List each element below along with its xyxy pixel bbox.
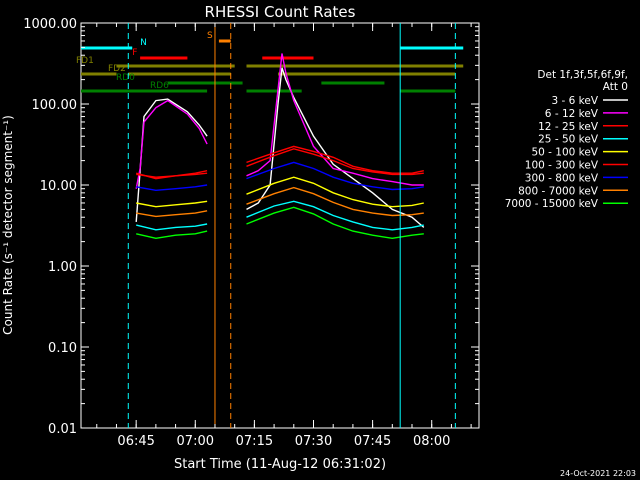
flag-label-n: N <box>140 38 147 48</box>
plot-area <box>80 22 480 429</box>
x-tick-label: 07:00 <box>177 434 214 449</box>
legend-header-line: Att 0 <box>603 81 628 93</box>
y-tick-label: 1000.00 <box>23 17 77 32</box>
flag-label-rd0: RD0 <box>116 73 135 83</box>
legend-entry-label: 800 - 7000 keV <box>518 185 599 197</box>
chart-title: RHESSI Count Rates <box>205 3 356 21</box>
flag-label-f: F <box>132 48 137 58</box>
x-axis-label: Start Time (11-Aug-12 06:31:02) <box>174 457 386 472</box>
legend-entry-label: 7000 - 15000 keV <box>505 198 599 210</box>
y-tick-label: 10.00 <box>40 179 77 194</box>
series-line-100-300-kev <box>136 172 208 178</box>
legend-entry-label: 12 - 25 keV <box>538 121 599 133</box>
y-tick-label: 100.00 <box>32 98 78 113</box>
series-line-50-100-kev <box>136 200 208 208</box>
series-line-50-100-kev <box>246 176 424 208</box>
series-line-12-25-kev <box>246 145 424 174</box>
legend-header-line: Det 1f,3f,5f,6f,9f, <box>537 69 628 81</box>
series-line-25-50-kev <box>246 200 424 231</box>
timestamp-label: 24-Oct-2021 22:03 <box>560 469 636 478</box>
y-tick-label: 1.00 <box>48 260 77 275</box>
x-tick-label: 07:30 <box>295 434 332 449</box>
series-line-800-7000-kev <box>136 210 208 218</box>
series-line-300-800-kev <box>136 184 208 192</box>
legend-entry-label: 100 - 300 keV <box>525 160 599 172</box>
series-line-6-12-kev <box>246 53 424 186</box>
series-line-100-300-kev <box>246 148 424 176</box>
flag-label-fd1: FD1 <box>76 56 94 66</box>
plot-frame <box>80 22 480 429</box>
x-tick-label: 07:45 <box>354 434 391 449</box>
legend-entry-label: 300 - 800 keV <box>525 172 599 184</box>
y-tick-label: 0.10 <box>48 341 77 356</box>
flag-label-rd6: RD6 <box>150 81 169 91</box>
series-line-7000-15000-kev <box>136 230 208 240</box>
vertical-markers <box>127 23 456 428</box>
x-tick-label: 07:15 <box>236 434 273 449</box>
x-tick-label: 06:45 <box>117 434 154 449</box>
flag-label-fd2: FD2 <box>108 64 126 74</box>
y-tick-label: 0.01 <box>48 422 77 437</box>
legend-entry-label: 25 - 50 keV <box>538 134 599 146</box>
legend-entry-label: 50 - 100 keV <box>531 147 598 159</box>
y-axis-label: Count Rate (s⁻¹ detector segment⁻¹) <box>1 115 15 335</box>
series-line-300-800-kev <box>246 161 424 191</box>
series-line-25-50-kev <box>136 223 208 231</box>
series-line-800-7000-kev <box>246 186 424 217</box>
x-tick-label: 08:00 <box>413 434 450 449</box>
series-lines <box>135 53 425 240</box>
flag-label-s: S <box>207 31 213 41</box>
legend-entry-label: 6 - 12 keV <box>545 108 599 120</box>
series-line-7000-15000-kev <box>246 206 424 240</box>
axes: 0.01 0.10 1.00 10.00 100.00 1000.00 06:45 07:00… <box>23 17 479 449</box>
series-line-6-12-kev <box>135 99 208 189</box>
legend-entry-label: 3 - 6 keV <box>551 95 598 107</box>
